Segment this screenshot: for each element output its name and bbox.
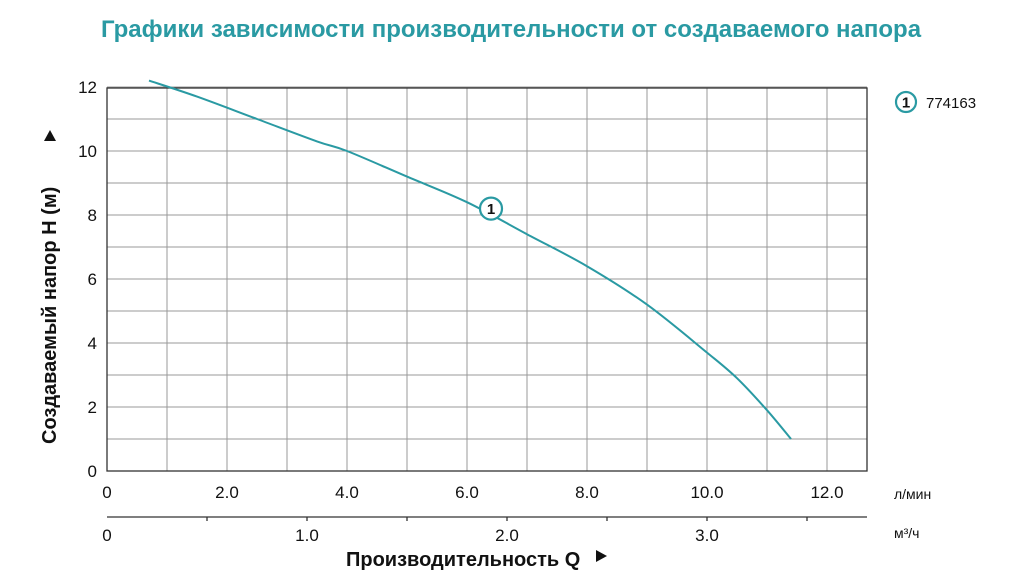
x-unit-label: л/мин <box>894 486 931 502</box>
tick-labels: 0 2 4 6 8 10 12 0 2.0 4.0 6.0 8.0 10.0 12.0 0 1.0 2.0 3.0 <box>78 78 843 545</box>
y-tick-label: 8 <box>88 206 97 225</box>
legend: 1 774163 <box>894 90 976 114</box>
x-tick-label: 6.0 <box>455 483 479 502</box>
y-tick-label: 4 <box>88 334 97 353</box>
series-marker <box>478 196 504 221</box>
grid <box>107 86 867 471</box>
y-tick-label: 6 <box>88 270 97 289</box>
y-tick-label: 2 <box>88 398 97 417</box>
legend-series-name: 774163 <box>926 95 976 112</box>
x2-tick-label: 3.0 <box>695 526 719 545</box>
chart-title: Графики зависимости производительности о… <box>101 16 922 43</box>
y-tick-label: 0 <box>88 462 97 481</box>
x2-tick-label: 1.0 <box>295 526 319 545</box>
legend-marker <box>894 90 918 114</box>
series-marker-label: 1 <box>487 201 495 218</box>
y-axis-arrow-icon <box>44 130 56 141</box>
y-tick-label: 12 <box>78 78 97 97</box>
y-axis-title: Создаваемый напор H (м) <box>39 187 61 444</box>
x-axis-arrow-icon <box>596 550 607 562</box>
x-tick-label: 2.0 <box>215 483 239 502</box>
x2-tick-label: 2.0 <box>495 526 519 545</box>
legend-marker-label: 1 <box>902 95 910 112</box>
x-axis-title: Производительность Q <box>346 549 580 571</box>
series-layer: 1 <box>148 79 792 440</box>
series-line <box>148 79 792 440</box>
y-tick-label: 10 <box>78 142 97 161</box>
x-tick-label: 0 <box>102 483 111 502</box>
x2-unit-label: м³/ч <box>894 525 919 541</box>
x2-tick-label: 0 <box>102 526 111 545</box>
axes <box>106 87 868 521</box>
plot-frame <box>106 87 868 472</box>
x-tick-label: 12.0 <box>810 483 843 502</box>
x-tick-label: 10.0 <box>690 483 723 502</box>
x-tick-label: 4.0 <box>335 483 359 502</box>
x-tick-label: 8.0 <box>575 483 599 502</box>
